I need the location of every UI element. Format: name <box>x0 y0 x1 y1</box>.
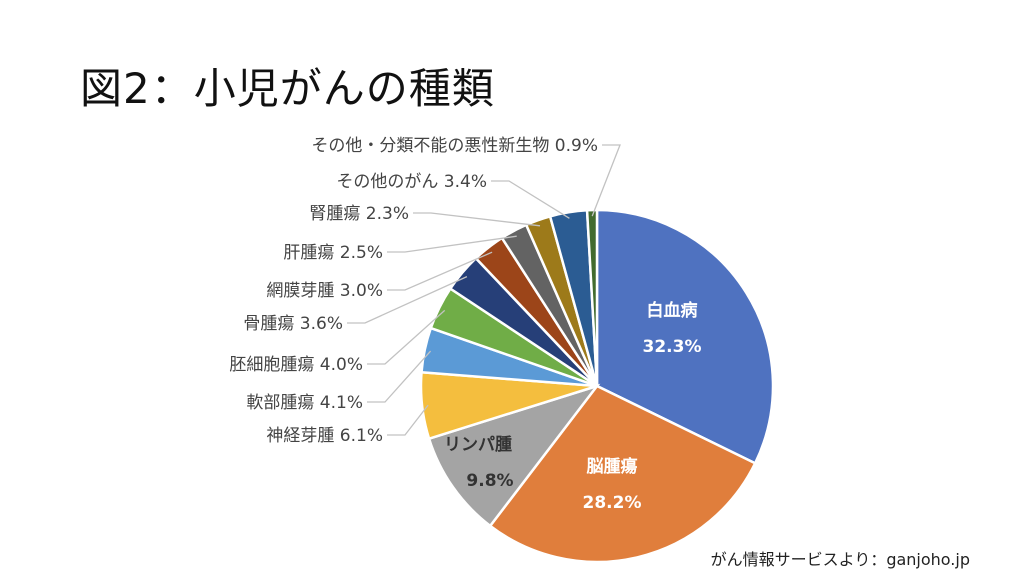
slice-value-label: 9.8% <box>466 471 513 491</box>
slice-name-label: 脳腫瘍 <box>587 456 638 477</box>
slice-label: 軟部腫瘍 4.1% <box>246 393 363 413</box>
slice-label: 骨腫瘍 3.6% <box>243 314 343 334</box>
pie-slice <box>585 208 599 387</box>
pie-slice <box>427 383 601 528</box>
leader-line <box>591 144 621 217</box>
pie-slice <box>595 208 775 465</box>
slice-label: 神経芽腫 6.1% <box>266 426 383 446</box>
leader-line <box>387 251 493 291</box>
source-note: がん情報サービスより：ganjoho.jp <box>710 550 970 569</box>
slice-label: その他・分類不能の悪性新生物 0.9% <box>311 136 598 156</box>
page-title: 図2：小児がんの種類 <box>80 64 495 113</box>
leader-line <box>491 180 570 219</box>
leader-line <box>387 235 517 253</box>
leader-line <box>387 404 429 436</box>
slice-label: 胚細胞腫瘍 4.0% <box>229 355 363 375</box>
slice-label: 腎腫瘍 2.3% <box>309 204 409 224</box>
slice-name-label: リンパ腫 <box>444 434 512 455</box>
slice-value-label: 32.3% <box>643 337 702 357</box>
leader-line <box>367 309 446 365</box>
leader-line <box>413 212 541 227</box>
slice-label: 肝腫瘍 2.5% <box>283 243 383 263</box>
slice-name-label: 白血病 <box>647 300 698 321</box>
leader-line <box>347 276 468 324</box>
slice-value-label: 28.2% <box>583 493 642 513</box>
slice-label: 網膜芽腫 3.0% <box>266 281 383 301</box>
slice-label: その他のがん 3.4% <box>336 172 487 192</box>
leader-line <box>367 350 432 403</box>
pie-slice <box>488 384 757 564</box>
